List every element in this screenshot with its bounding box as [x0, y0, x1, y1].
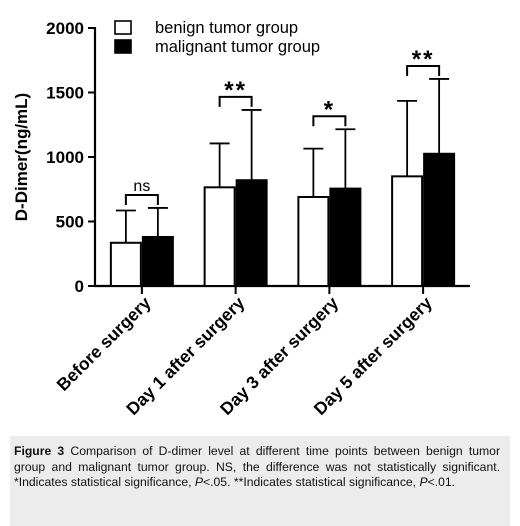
significance-bracket	[124, 193, 159, 205]
caption-background	[10, 436, 510, 526]
y-tick-label-1: 500	[56, 213, 84, 232]
caption-p-1: P	[194, 475, 204, 490]
bar-malignant	[329, 187, 362, 287]
bar-benign	[391, 175, 424, 288]
bar-malignant	[235, 179, 268, 287]
y-tick-label-4: 2000	[46, 19, 84, 38]
caption-p-2: P	[419, 475, 428, 490]
legend-swatch-malignant	[114, 39, 132, 54]
y-tick-label-0: 0	[75, 277, 84, 296]
y-axis-title: D-Dimer(ng/mL)	[12, 93, 31, 221]
figure-caption: Figure 3 Comparison of D-dimer level at …	[14, 444, 500, 491]
caption-text-3: <.01.	[427, 475, 456, 490]
significance-bracket	[218, 95, 253, 107]
significance-label-3: **	[412, 46, 435, 73]
significance-bracket	[406, 64, 441, 76]
caption-text-1: Comparison of D-dimer level at different…	[14, 444, 500, 490]
caption-label: Figure 3	[14, 444, 65, 458]
legend-swatch-benign	[114, 20, 132, 35]
bar-malignant	[423, 152, 456, 287]
significance-label-0: ns	[133, 178, 150, 195]
legend-label-1: malignant tumor group	[155, 38, 320, 56]
legend-label-0: benign tumor group	[155, 19, 298, 37]
significance-bracket	[312, 115, 347, 127]
significance-label-2: *	[324, 96, 335, 123]
y-tick-label-3: 1500	[46, 84, 84, 103]
significance-label-1: **	[224, 77, 247, 104]
bar-benign	[203, 186, 236, 287]
bar-malignant	[141, 235, 174, 287]
caption-text-2: <.05. **Indicates statistical significan…	[203, 475, 420, 490]
bar-benign	[109, 241, 142, 288]
bar-benign	[297, 195, 330, 288]
y-tick-label-2: 1000	[46, 148, 84, 167]
x-tick-label-0: Before surgery	[53, 293, 155, 395]
